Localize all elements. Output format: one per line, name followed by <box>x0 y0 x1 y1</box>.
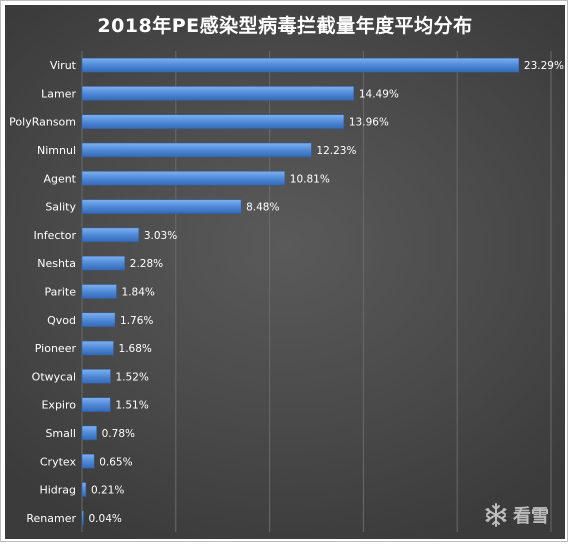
watermark-text: 看雪 <box>513 506 549 527</box>
bar-polyransom <box>81 114 345 129</box>
value-label: 1.84% <box>122 287 155 299</box>
bar-lamer <box>81 86 355 101</box>
category-label: Expiro <box>41 399 76 412</box>
chart-title: 2018年PE感染型病毒拦截量年度平均分布 <box>97 15 473 37</box>
category-label: PolyRansom <box>9 116 76 129</box>
bar-nimnul <box>81 142 312 158</box>
bar-small <box>81 425 97 441</box>
category-labels: Virut Lamer PolyRansom Nimnul Agent Sality Inf… <box>9 59 77 525</box>
bar-neshta <box>81 255 126 271</box>
bar-hidrag <box>81 482 87 497</box>
value-label: 1.76% <box>120 315 153 327</box>
value-label: 1.52% <box>116 371 149 383</box>
category-label: Parite <box>44 286 76 299</box>
bar-sality <box>81 199 242 214</box>
value-label: 1.51% <box>115 400 148 412</box>
chart-panel: Virut Lamer PolyRansom Nimnul Agent Sality Inf… <box>5 5 565 539</box>
value-label: 12.23% <box>316 145 356 157</box>
bar-infector <box>81 227 140 243</box>
watermark: 看雪 <box>483 500 549 530</box>
bar-virut <box>81 57 520 73</box>
category-label: Agent <box>43 172 76 185</box>
value-label: 10.81% <box>290 173 330 185</box>
value-label: 14.49% <box>359 88 399 100</box>
category-label: Nimnul <box>37 144 76 157</box>
bar-pioneer <box>81 340 114 356</box>
value-label: 0.21% <box>91 485 124 497</box>
value-label: 3.03% <box>144 230 177 242</box>
bar-expiro <box>81 397 111 412</box>
category-label: Neshta <box>37 257 76 270</box>
bar-chart: Virut Lamer PolyRansom Nimnul Agent Sality Inf… <box>9 51 564 532</box>
category-label: Virut <box>50 59 77 72</box>
category-label: Lamer <box>41 87 76 100</box>
gridlines <box>81 51 552 532</box>
value-label: 0.04% <box>89 513 122 525</box>
value-label: 13.96% <box>349 117 389 129</box>
category-label: Hidrag <box>39 484 76 497</box>
value-labels: 23.29% 14.49% 13.96% 12.23% 10.81% 8.48% 3.03%… <box>89 60 564 525</box>
category-label: Pioneer <box>35 342 77 355</box>
value-label: 1.68% <box>119 343 152 355</box>
snowflake-icon <box>485 503 507 527</box>
value-label: 23.29% <box>524 60 564 72</box>
value-label: 0.65% <box>99 456 132 468</box>
bar-otwycal <box>81 369 111 384</box>
bar-crytex <box>81 454 95 469</box>
bar-parite <box>81 284 117 299</box>
value-label: 2.28% <box>130 258 163 270</box>
category-label: Sality <box>45 201 76 214</box>
category-label: Infector <box>34 229 77 242</box>
category-label: Otwycal <box>32 370 76 383</box>
bars <box>81 57 520 526</box>
category-label: Small <box>45 427 76 440</box>
bar-qvod <box>81 312 116 328</box>
value-label: 8.48% <box>246 202 279 214</box>
category-label: Qvod <box>47 314 76 327</box>
category-label: Renamer <box>26 512 76 525</box>
category-label: Crytex <box>40 455 77 468</box>
value-label: 0.78% <box>102 428 135 440</box>
bar-agent <box>81 171 286 186</box>
bar-renamer <box>81 510 84 526</box>
